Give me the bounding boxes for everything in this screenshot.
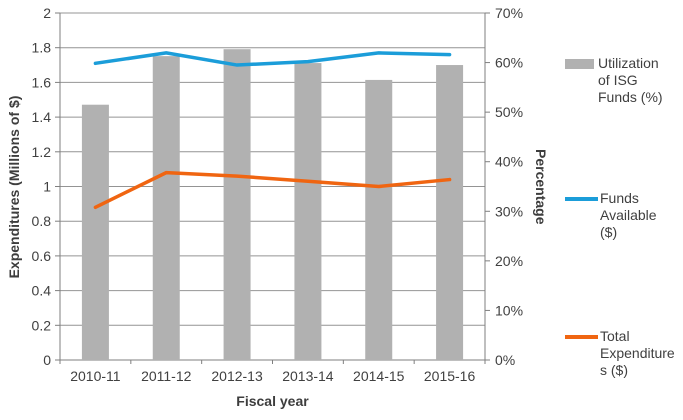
legend-item-total-expenditures: Total Expenditure s ($): [565, 328, 675, 379]
right-tick-label: 30%: [495, 203, 523, 219]
funds-available--line: [93, 51, 452, 67]
category-label: 2015-16: [424, 368, 476, 384]
left-tick-label: 1: [43, 179, 51, 195]
left-tick-label: 1.6: [32, 74, 52, 90]
bar: [81, 104, 109, 360]
right-tick-label: 10%: [495, 302, 523, 318]
bar: [294, 63, 322, 361]
right-tick-label: 60%: [495, 55, 523, 71]
bar: [152, 56, 180, 361]
legend-item-utilization: Utilization of ISG Funds (%): [565, 55, 663, 106]
bar: [365, 79, 393, 361]
bar: [436, 65, 464, 361]
left-tick-label: 0.4: [32, 283, 52, 299]
legend: Utilization of ISG Funds (%) Funds Avail…: [563, 0, 683, 420]
bar-swatch-icon: [565, 59, 594, 69]
right-tick-label: 40%: [495, 154, 523, 170]
left-tick-label: 1.8: [32, 40, 52, 56]
x-axis-title: Fiscal year: [236, 393, 309, 409]
legend-label: Utilization of ISG Funds (%): [598, 55, 663, 105]
category-label: 2012-13: [211, 368, 263, 384]
left-tick-label: 0.8: [32, 213, 52, 229]
legend-item-funds-available: Funds Available ($): [565, 190, 657, 241]
right-axis-title: Percentage: [533, 148, 549, 225]
category-label: 2011-12: [141, 368, 192, 384]
line-swatch-icon: [565, 197, 598, 201]
line-swatch-icon: [565, 335, 598, 339]
left-tick-label: 0.6: [32, 248, 52, 264]
right-tick-label: 0%: [495, 352, 515, 368]
category-label: 2010-11: [70, 368, 121, 384]
total-expenditures--line: [93, 170, 452, 210]
category-label: 2014-15: [353, 368, 405, 384]
left-tick-label: 2: [43, 5, 51, 21]
left-tick-label: 0.2: [32, 317, 52, 333]
left-tick-label: 1.2: [32, 144, 52, 160]
legend-label: Total Expenditure s ($): [600, 328, 675, 378]
category-label: 2013-14: [282, 368, 334, 384]
legend-label: Funds Available ($): [600, 190, 657, 240]
bar: [223, 49, 251, 361]
left-tick-label: 1.4: [32, 109, 52, 125]
right-tick-label: 50%: [495, 104, 523, 120]
right-tick-label: 70%: [495, 5, 523, 21]
right-tick-label: 20%: [495, 253, 523, 269]
left-tick-label: 0: [43, 352, 51, 368]
left-axis-title: Expenditures (Millions of $): [6, 95, 22, 279]
